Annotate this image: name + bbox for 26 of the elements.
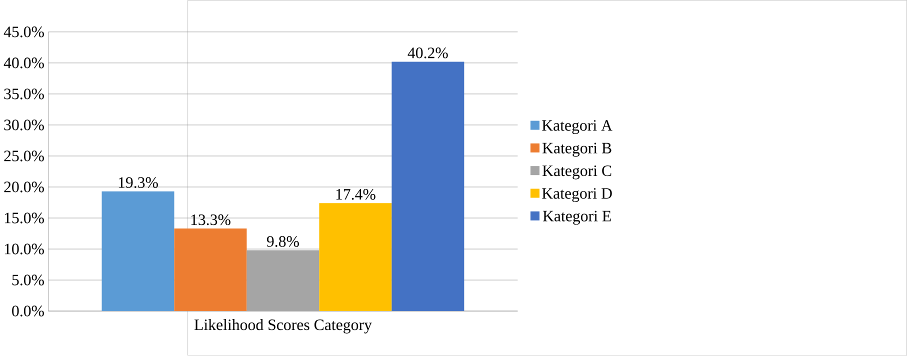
y-tick-label: 40.0% <box>4 58 44 68</box>
y-tick-label: 45.0% <box>4 26 44 38</box>
y-tick-label: 5.0% <box>12 274 44 286</box>
bar <box>174 228 247 312</box>
legend-label: Kategori A <box>542 120 612 134</box>
legend-label: Kategori E <box>542 210 611 225</box>
y-tick-label: 25.0% <box>4 150 44 162</box>
bar <box>319 203 392 312</box>
bar <box>392 62 464 312</box>
y-tick-label: 15.0% <box>4 212 44 224</box>
y-tick-label: 10.0% <box>4 244 44 255</box>
y-tick-label: 35.0% <box>4 88 44 100</box>
data-label: 19.3% <box>118 177 158 188</box>
x-tick-label: Likelihood Scores Category <box>194 319 372 334</box>
bar <box>246 250 320 312</box>
data-label: 17.4% <box>336 189 376 200</box>
legend-label: Kategori B <box>542 142 612 157</box>
bar <box>102 192 174 312</box>
legend-label: Kategori D <box>542 188 612 202</box>
data-label: 9.8% <box>266 236 299 248</box>
y-tick-label: 30.0% <box>4 120 44 131</box>
y-tick-label: 20.0% <box>4 182 44 193</box>
data-label: 40.2% <box>408 48 448 58</box>
legend-label: Kategori C <box>542 166 612 180</box>
y-tick-label: 0.0% <box>12 306 44 317</box>
data-label: 13.3% <box>191 214 230 226</box>
